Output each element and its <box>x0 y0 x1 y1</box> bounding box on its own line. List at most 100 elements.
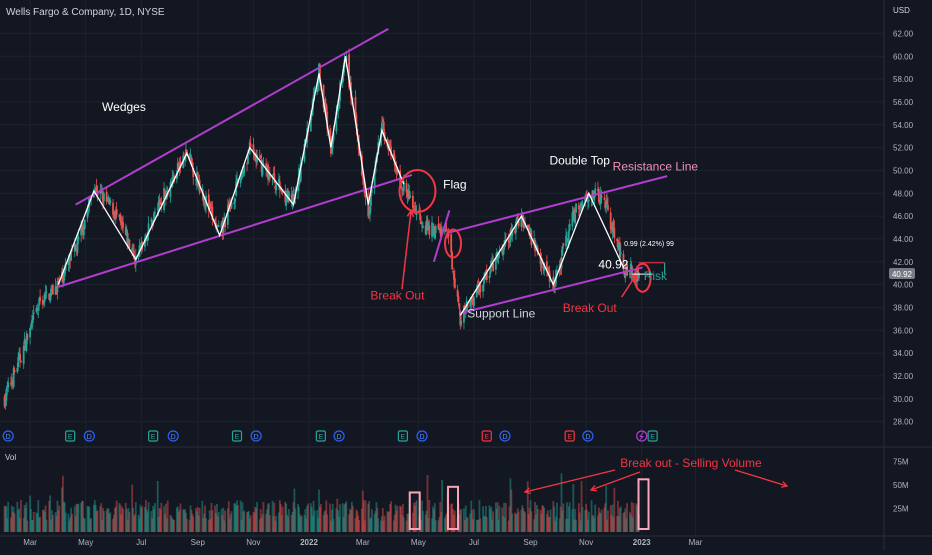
volume-bar <box>298 506 300 532</box>
volume-bar <box>260 517 263 532</box>
volume-bar <box>153 509 155 532</box>
volume-bar <box>165 518 168 532</box>
volume-bar <box>51 515 54 532</box>
volume-bar <box>146 511 149 532</box>
candle-body <box>444 226 447 228</box>
volume-bar <box>470 500 473 532</box>
volume-bar <box>332 518 335 532</box>
candle-body <box>242 171 245 173</box>
volume-bar <box>139 504 142 532</box>
volume-bar <box>594 504 597 532</box>
volume-bar <box>539 509 542 532</box>
volume-bar <box>203 513 206 532</box>
volume-bar <box>364 500 367 532</box>
candle-body <box>144 239 147 241</box>
volume-bar <box>198 508 201 532</box>
volume-bar <box>252 512 255 532</box>
volume-bar <box>87 505 90 532</box>
volume-bar <box>83 518 86 532</box>
volume-bar <box>508 506 511 532</box>
candle-body <box>11 381 14 385</box>
candle-body <box>278 181 281 190</box>
candle-body <box>325 103 328 115</box>
volume-bar <box>285 503 288 532</box>
volume-bar <box>261 514 264 532</box>
volume-bar <box>605 485 608 532</box>
candle-body <box>483 278 485 284</box>
volume-bar <box>156 480 159 532</box>
price-tick-label: 58.00 <box>893 75 914 84</box>
volume-label: Vol <box>5 453 16 462</box>
volume-highlight-box-0 <box>408 491 421 530</box>
volume-bar <box>619 506 622 532</box>
volume-bar <box>210 503 213 532</box>
volume-bar <box>465 518 468 532</box>
candle-body <box>19 353 21 361</box>
candle-body <box>419 214 422 221</box>
volume-bar <box>598 512 601 532</box>
volume-bar <box>535 504 538 532</box>
volume-bar <box>412 512 414 532</box>
candle-body <box>134 260 136 262</box>
candle-body <box>452 270 454 273</box>
volume-bar <box>374 511 377 532</box>
volume-bar <box>229 514 232 532</box>
volume-bar <box>597 515 599 532</box>
volume-bar <box>543 507 546 532</box>
volume-bar <box>559 506 562 532</box>
volume-bar <box>574 508 577 532</box>
volume-bar <box>420 520 423 532</box>
candle-body <box>432 225 435 236</box>
volume-bar <box>368 501 371 532</box>
volume-bar <box>432 509 435 532</box>
candle-body <box>51 285 54 295</box>
candle-body <box>25 336 28 351</box>
candle-body <box>128 239 131 249</box>
volume-bar <box>540 513 543 532</box>
price-axis[interactable]: 62.00 60.00 58.00 56.00 54.00 52.00 50.00 48.00… <box>23 29 913 547</box>
volume-bar <box>434 520 437 532</box>
candle-body <box>368 212 371 215</box>
dividend-event-icon <box>250 430 262 442</box>
dividend-event-letter: D <box>171 434 176 441</box>
volume-bar <box>82 500 84 532</box>
candle-body <box>421 225 423 227</box>
candle-body <box>125 231 128 236</box>
volume-bar <box>401 515 403 532</box>
candle-body <box>43 293 46 302</box>
candle-body <box>338 100 340 107</box>
candle-body <box>539 253 542 265</box>
candle-body <box>312 94 315 102</box>
volume-bar <box>64 512 67 532</box>
candle-body <box>292 193 295 201</box>
volume-bar <box>494 502 497 532</box>
candle-body <box>473 297 475 307</box>
trend-line-resistance <box>446 175 668 235</box>
volume-bar <box>160 502 163 532</box>
volume-bar <box>492 511 495 532</box>
volume-bar <box>109 512 112 532</box>
candle-body <box>407 189 410 195</box>
volume-bar <box>253 512 256 532</box>
volume-bar <box>514 512 516 532</box>
candle-body <box>132 248 134 249</box>
candle-body <box>553 283 556 287</box>
time-tick-label: Jul <box>136 538 146 547</box>
candle-body <box>61 272 64 282</box>
volume-bar <box>188 519 191 532</box>
volume-bar <box>89 519 92 532</box>
volume-bar <box>330 509 333 532</box>
candle-body <box>230 202 233 209</box>
trend-line-support <box>460 266 643 315</box>
volume-bar <box>223 520 226 532</box>
candle-body <box>424 225 427 234</box>
volume-bar <box>413 506 416 532</box>
volume-bar <box>561 510 564 532</box>
candle-body <box>574 213 577 224</box>
candle-body <box>177 163 180 171</box>
candle-body <box>192 168 195 178</box>
candle-body <box>220 223 223 228</box>
volume-bar <box>319 503 322 532</box>
